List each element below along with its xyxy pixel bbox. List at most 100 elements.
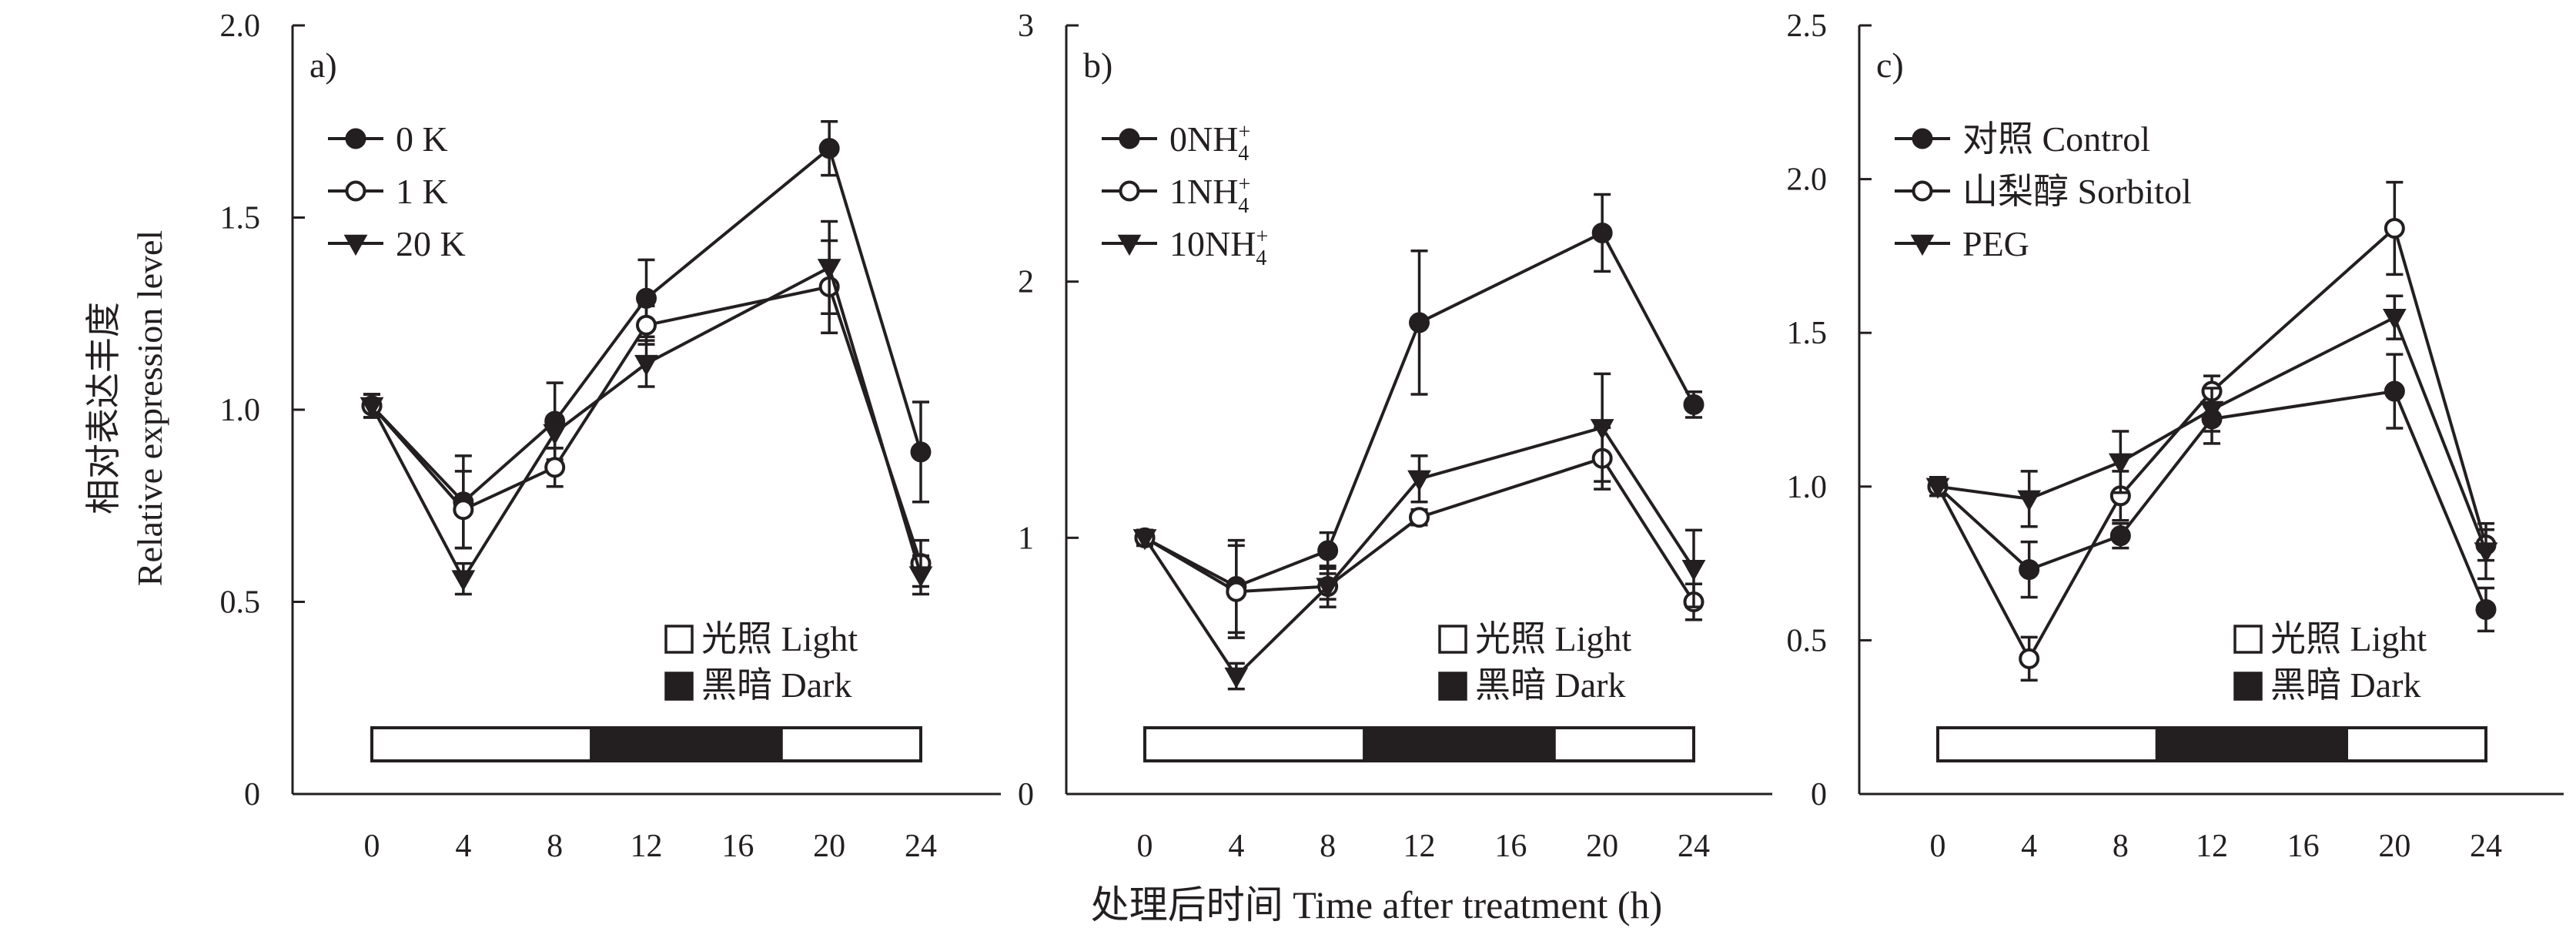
legend-marker <box>1912 180 1933 202</box>
y-tick-label: 0 <box>1811 777 1827 812</box>
light-legend-label: 光照 Light <box>1475 619 1631 658</box>
series-line <box>370 146 922 504</box>
y-tick-label: 1 <box>1018 521 1034 556</box>
x-tick-label: 0 <box>1137 829 1153 864</box>
data-point <box>1683 394 1705 415</box>
legend-label: 10NH+ 4 <box>1169 224 1268 270</box>
data-point <box>543 424 567 446</box>
data-point <box>1590 419 1614 441</box>
panel-label: a) <box>309 45 337 85</box>
dark-legend-label: 黑暗 Dark <box>1475 665 1625 705</box>
x-tick-label: 8 <box>547 829 563 864</box>
data-point <box>2475 598 2497 620</box>
light-period-bar <box>1552 726 1696 762</box>
x-tick-label: 16 <box>1494 829 1527 864</box>
data-point <box>1681 560 1706 581</box>
dark-legend-label: 黑暗 Dark <box>701 665 851 705</box>
legend-label: 0 K <box>396 119 448 159</box>
x-tick-label: 0 <box>364 829 380 864</box>
dark-legend-swatch <box>2233 672 2263 701</box>
light-legend-swatch <box>2233 625 2263 654</box>
data-point <box>2019 648 2040 669</box>
light-legend-swatch <box>664 625 694 654</box>
chart-panel-1: 0 0.5 1.0 1.5 2.0 0 4 8 12 16 20 24 a) 光照 Light 黑暗 Dar… <box>220 8 1001 864</box>
dark-period-bar <box>2155 726 2349 762</box>
legend-label: 山梨醇 Sorbitol <box>1962 172 2192 211</box>
x-tick-label: 16 <box>721 829 754 864</box>
chart-panel-3: 0 0.5 1.0 1.5 2.0 2.5 0 4 8 12 16 20 24 c) 光照 Light 黑暗 … <box>1787 8 2564 864</box>
x-tick-label: 20 <box>1586 829 1618 864</box>
data-point <box>1226 581 1247 602</box>
data-point <box>2019 559 2040 581</box>
data-point <box>1316 578 1340 599</box>
legend-marker <box>1119 180 1140 202</box>
legend-marker <box>1910 234 1935 256</box>
legend-label-base: 1NH <box>1169 172 1238 211</box>
light-period-bar <box>1143 726 1367 762</box>
light-legend-label: 光照 Light <box>701 619 858 658</box>
x-tick-label: 12 <box>631 829 663 864</box>
series-line <box>1936 390 2487 611</box>
data-point <box>817 259 841 280</box>
y-tick-label: 2.0 <box>220 8 261 44</box>
y-tick-label: 2.5 <box>1787 8 1828 44</box>
legend-marker <box>343 234 368 256</box>
dark-legend-swatch <box>664 672 694 701</box>
legend-label: 1NH+ 4 <box>1169 172 1250 218</box>
light-period-bar <box>2345 726 2488 762</box>
legend-label-superscript: + <box>1256 225 1268 249</box>
data-point <box>1409 507 1430 528</box>
y-tick-label: 0.5 <box>220 585 261 621</box>
light-legend-label: 光照 Light <box>2270 619 2427 658</box>
light-period-bar <box>779 726 923 762</box>
x-tick-label: 20 <box>2378 829 2410 864</box>
data-point <box>2382 309 2407 330</box>
legend-marker <box>1117 234 1142 256</box>
dark-legend-swatch <box>1438 672 1467 701</box>
legend-label-base: 10NH <box>1169 224 1256 263</box>
data-point <box>2109 525 2131 547</box>
data-point <box>1407 470 1431 491</box>
legend-label-subscript: 4 <box>1238 142 1249 166</box>
data-point <box>360 397 384 419</box>
legend-label: 1 K <box>396 172 448 211</box>
data-point <box>636 314 657 336</box>
legend-label-subscript: 4 <box>1238 194 1249 218</box>
legend-label-superscript: + <box>1238 173 1250 196</box>
x-tick-label: 4 <box>1228 829 1244 864</box>
series-line <box>1937 316 2487 552</box>
legend-label-superscript: + <box>1238 120 1250 144</box>
data-point <box>1224 667 1249 689</box>
data-point <box>1132 529 1157 551</box>
x-tick-label: 4 <box>455 829 471 864</box>
x-tick-label: 4 <box>2021 829 2037 864</box>
y-tick-label: 2.0 <box>1787 162 1828 198</box>
x-tick-label: 24 <box>2470 829 2502 864</box>
x-tick-label: 12 <box>2196 829 2228 864</box>
legend-label: 20 K <box>396 224 466 263</box>
data-point <box>1591 222 1613 243</box>
y-tick-label: 0.5 <box>1787 623 1828 658</box>
series-line <box>1143 426 1695 678</box>
x-tick-label: 20 <box>813 829 845 864</box>
data-point <box>453 499 474 521</box>
data-point <box>544 457 566 478</box>
data-point <box>910 441 932 463</box>
data-point <box>2384 380 2405 402</box>
legend-marker <box>1912 128 1933 149</box>
legend-label: 对照 Control <box>1962 119 2150 159</box>
legend-marker <box>345 180 366 202</box>
x-tick-label: 8 <box>2113 829 2129 864</box>
y-tick-label: 1.5 <box>1787 316 1828 351</box>
data-point <box>2108 453 2133 474</box>
x-tick-label: 16 <box>2287 829 2320 864</box>
dark-period-bar <box>1363 726 1556 762</box>
data-point <box>451 570 476 591</box>
data-point <box>2017 490 2042 511</box>
data-point <box>1317 540 1339 561</box>
y-tick-label: 0 <box>244 777 260 812</box>
y-tick-label: 1.0 <box>220 393 261 428</box>
legend-marker <box>345 128 366 149</box>
